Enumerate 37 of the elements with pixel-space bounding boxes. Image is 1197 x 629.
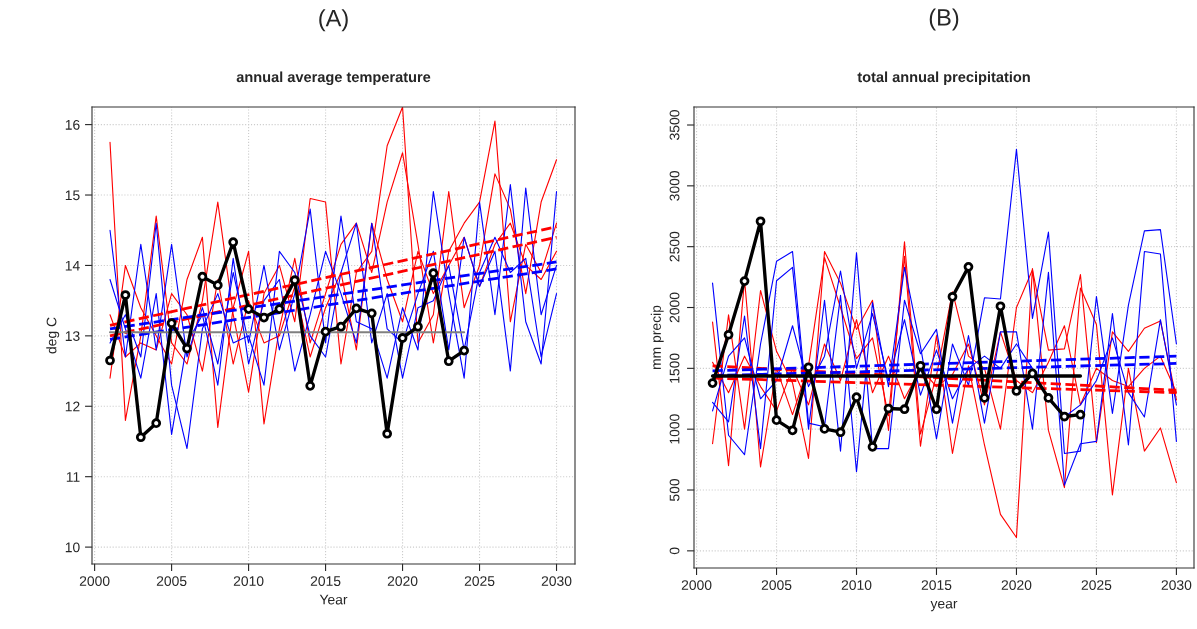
y-tick-label: 13 [65,331,80,342]
text: (B) [929,8,959,31]
y-tick-label: 11 [66,472,80,482]
x-tick-label: 2025 [464,576,495,587]
y-tick-label: 1500 [669,353,680,383]
x-tick-label: 2015 [921,580,952,591]
x-tick-label: 2000 [79,576,110,587]
chart-title: total annual precipitation [857,71,1030,86]
y-tick-label: 3500 [669,110,680,140]
y-tick-label: 0 [669,547,680,555]
y-axis-title: mm precip [650,305,664,369]
x-axis-title: year [930,600,958,612]
x-tick-label: 2010 [233,576,264,587]
y-tick-label: 2500 [669,231,680,262]
x-tick-label: 2005 [761,580,792,591]
x-tick-label: 2025 [1081,580,1112,591]
x-tick-label: 2030 [541,576,572,587]
text: (A) [319,9,348,32]
y-tick-label: 14 [65,260,80,271]
y-tick-label: 3000 [669,170,680,201]
y-tick-label: 15 [65,190,80,201]
chart-title: annual average temperature [236,71,431,86]
x-tick-label: 2010 [841,580,872,591]
y-tick-label: 500 [669,478,680,502]
y-tick-label: 12 [65,401,80,412]
x-tick-label: 2005 [156,576,187,587]
x-tick-label: 2000 [681,580,712,591]
y-tick-label: 2000 [669,292,680,323]
x-tick-label: 2020 [387,576,418,587]
x-axis-title: Year [319,594,348,605]
y-tick-label: 10 [65,542,80,553]
y-tick-label: 16 [65,119,80,130]
x-tick-label: 2020 [1001,580,1032,591]
x-tick-label: 2015 [310,576,341,587]
y-axis-title: deg C [46,317,60,354]
y-tick-label: 1000 [669,414,680,444]
x-tick-label: 2030 [1161,580,1192,591]
